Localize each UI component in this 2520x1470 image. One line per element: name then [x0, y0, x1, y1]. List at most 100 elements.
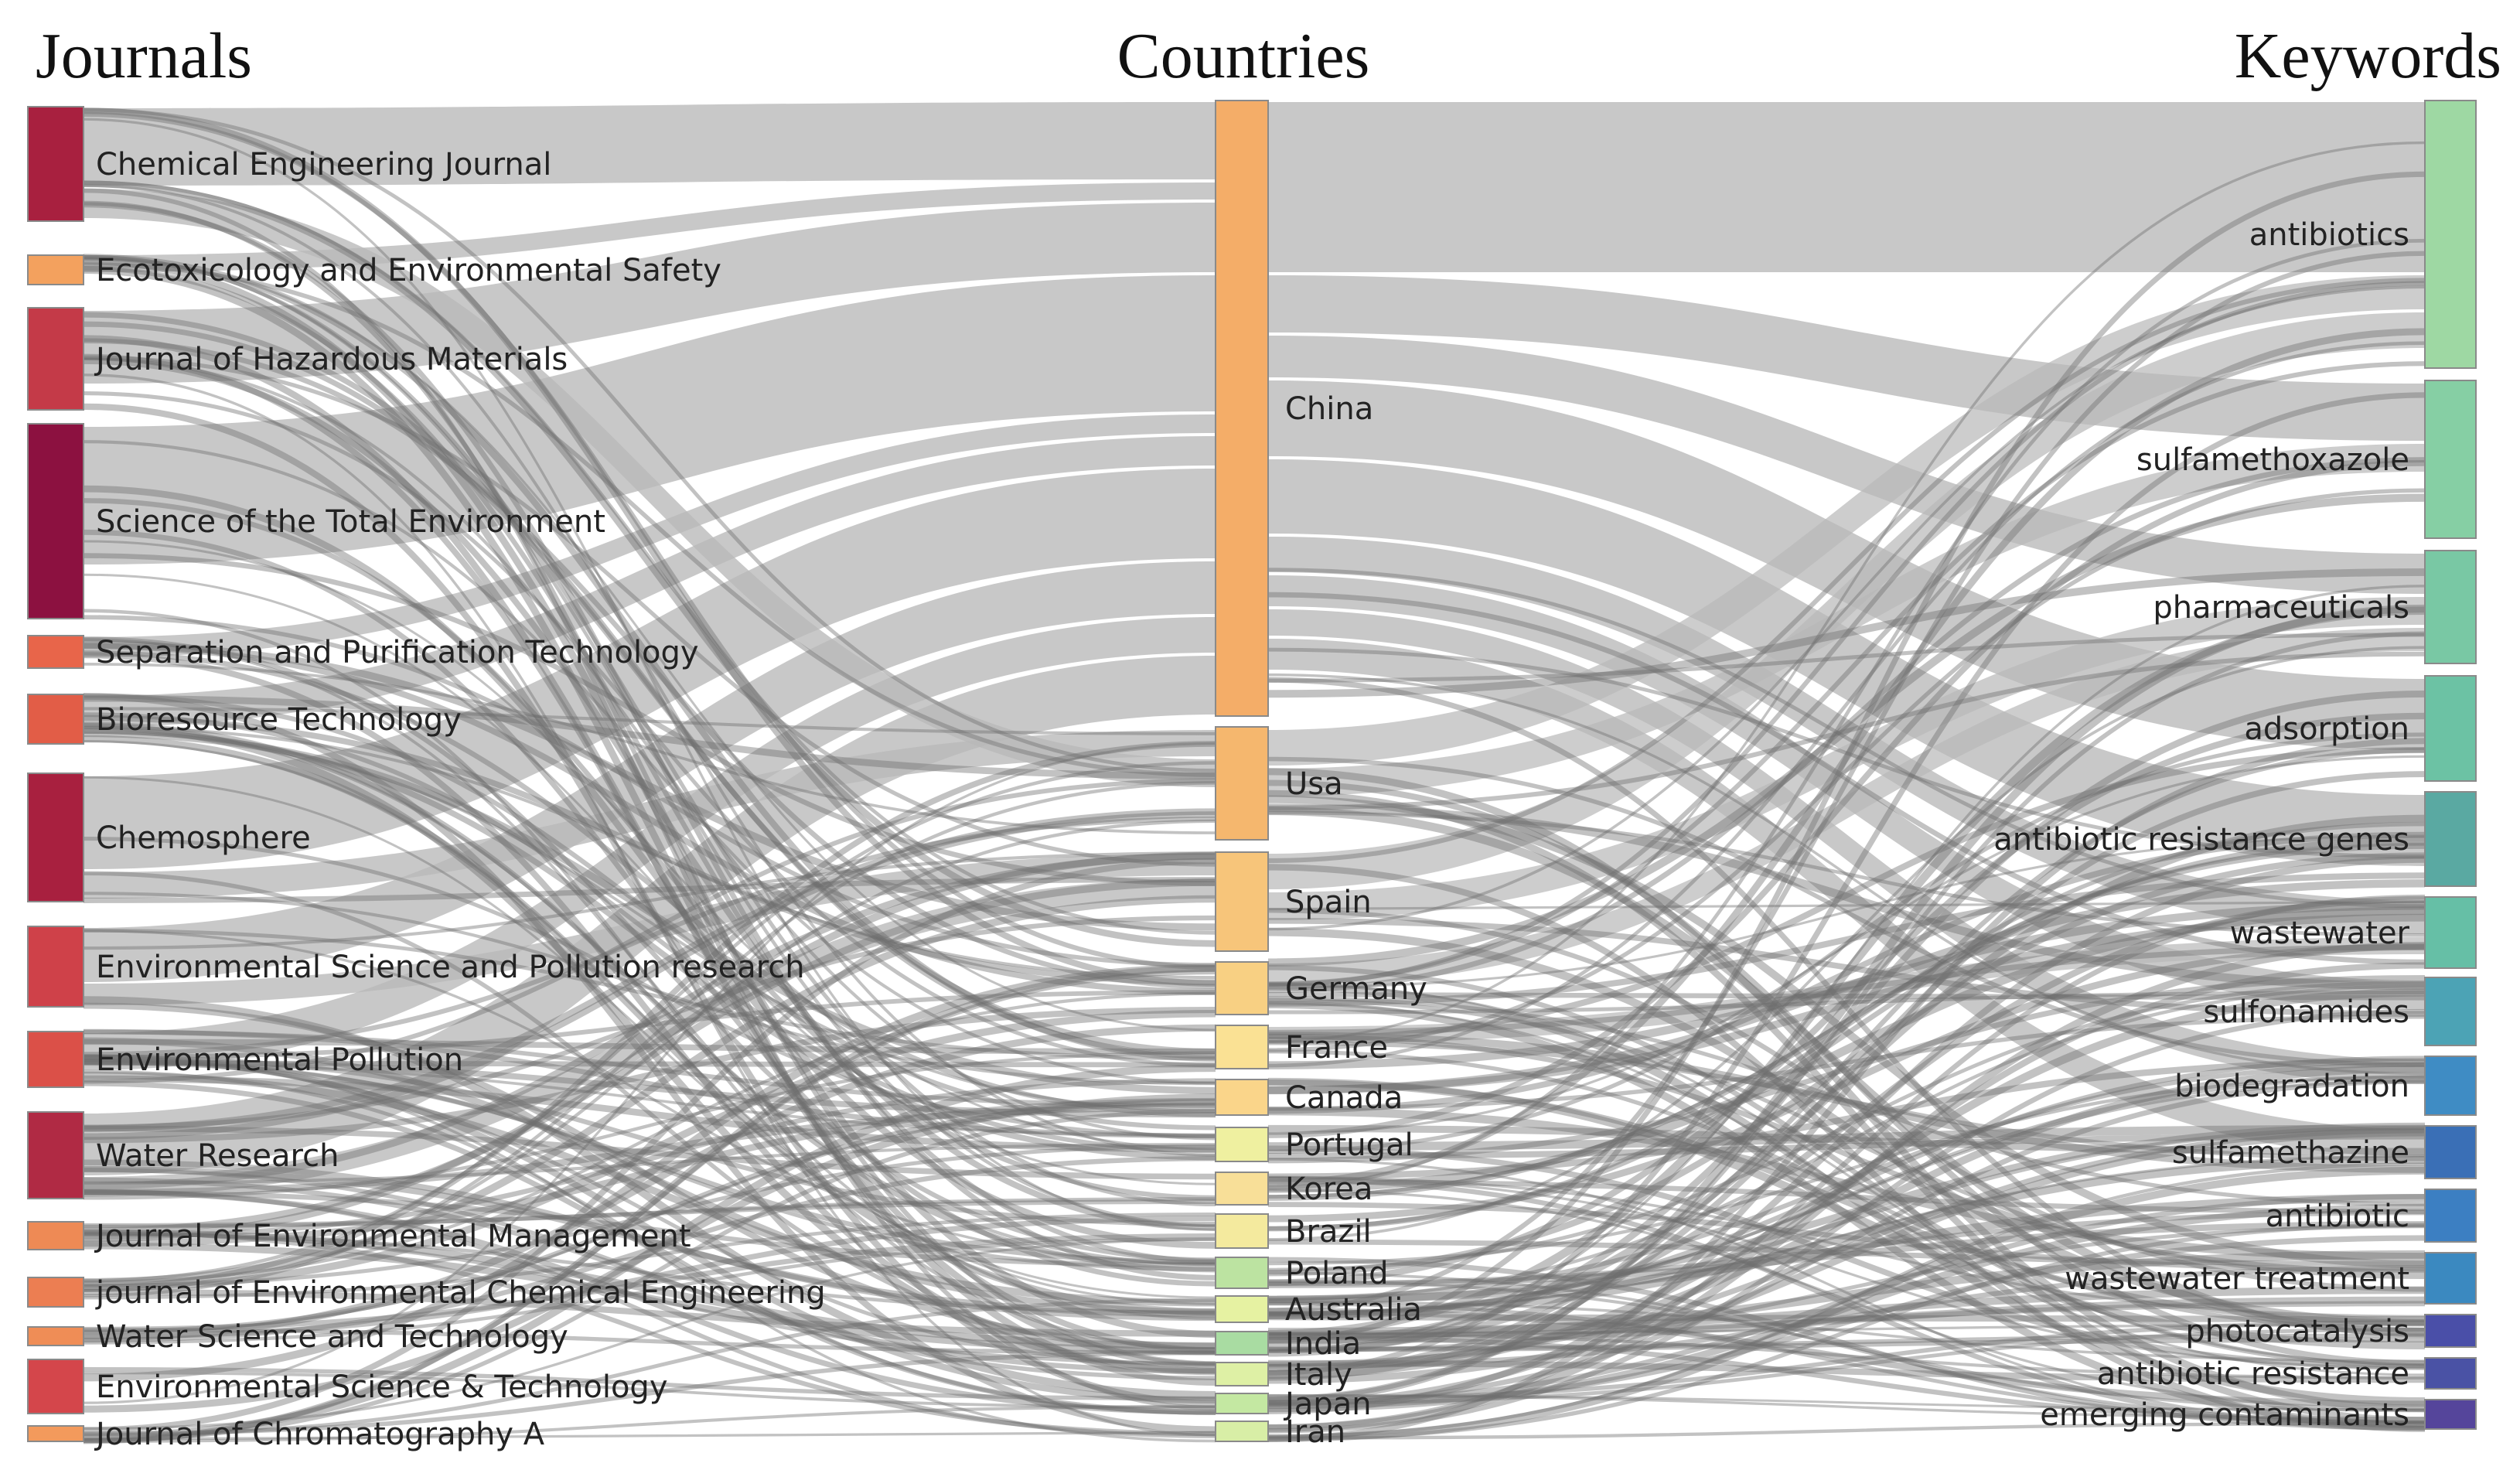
link-journal-3-china — [84, 275, 1216, 564]
thin-link-country-keyword-125 — [1267, 1394, 2426, 1420]
thin-link-country-keyword-61 — [1267, 1296, 2426, 1344]
thin-link-journal-country-46 — [83, 761, 1216, 1283]
link-espr-spain — [84, 854, 1216, 1005]
thin-link-country-keyword-82 — [1267, 1301, 2426, 1339]
thin-link-country-keyword-89 — [1267, 795, 2426, 1269]
thin-link-journal-country-125 — [83, 609, 1216, 1352]
thin-link-country-keyword-139 — [1267, 836, 2426, 1232]
thin-link-journal-country-102 — [83, 1007, 1216, 1144]
thin-link-country-keyword-107 — [1267, 1271, 2426, 1424]
node-label-bioresource-technology: Bioresource Technology — [96, 702, 462, 738]
node-label-emerging-contaminants: emerging contaminants — [2040, 1397, 2409, 1433]
thin-link-journal-country-95 — [83, 739, 1216, 1305]
thin-link-journal-country-1 — [83, 996, 1216, 1399]
thin-link-journal-country-129 — [83, 929, 1216, 1265]
link-china-keyword-0 — [1268, 102, 2425, 272]
node-bar-iran — [1215, 1421, 1269, 1442]
link-journal-6-china — [84, 469, 1216, 869]
node-label-environmental-pollution: Environmental Pollution — [96, 1042, 463, 1078]
thin-link-journal-country-97 — [83, 991, 1216, 1284]
thin-link-journal-country-25 — [83, 1054, 1216, 1403]
node-bar-chemical-engineering-journal — [27, 106, 84, 222]
thin-link-journal-country-71 — [83, 1051, 1216, 1200]
thin-link-country-keyword-13 — [1267, 691, 2426, 1357]
node-bar-water-science-and-technology — [27, 1326, 84, 1346]
node-label-environmental-science-and-pollution-research: Environmental Science and Pollution rese… — [96, 950, 805, 985]
thin-link-country-keyword-60 — [1267, 251, 2426, 1313]
thin-link-country-keyword-58 — [1267, 1158, 2426, 1427]
thin-link-country-keyword-9 — [1267, 779, 2426, 1367]
node-label-wastewater: wastewater — [2230, 916, 2410, 951]
thin-link-country-keyword-148 — [1267, 1079, 2426, 1325]
thin-link-country-keyword-106 — [1267, 1033, 2426, 1275]
thin-link-journal-country-76 — [83, 266, 1216, 1386]
thin-link-journal-country-45 — [83, 1288, 1216, 1337]
thin-link-country-keyword-78 — [1267, 732, 2426, 1155]
links-layer — [83, 102, 2426, 1444]
thin-link-journal-country-50 — [83, 1093, 1216, 1413]
thin-link-journal-country-34 — [83, 778, 1216, 1084]
thin-link-journal-country-64 — [83, 663, 1216, 834]
thin-link-country-keyword-79 — [1267, 747, 2426, 1375]
node-bar-journal-of-environmental-chemical-engineering — [27, 1277, 84, 1308]
thin-link-country-keyword-102 — [1267, 1279, 2426, 1413]
link-usa-sulfamethoxazole — [1268, 444, 2425, 796]
thin-link-country-keyword-92 — [1267, 1155, 2426, 1315]
thin-link-country-keyword-83 — [1267, 646, 2426, 1241]
node-label-sulfamethoxazole: sulfamethoxazole — [2136, 442, 2409, 478]
thin-link-country-keyword-87 — [1267, 1335, 2426, 1424]
link-journal-8-china — [84, 617, 1216, 1070]
titles-layer: Journals Countries Keywords — [36, 20, 2501, 92]
thin-link-journal-country-36 — [83, 254, 1216, 1062]
thin-link-country-keyword-131 — [1267, 1062, 2426, 1301]
node-bar-adsorption — [2424, 675, 2477, 782]
node-bar-usa — [1215, 726, 1269, 841]
thin-link-journal-country-93 — [83, 1071, 1216, 1307]
thin-link-journal-country-126 — [83, 1075, 1216, 1153]
thin-link-country-keyword-15 — [1267, 1107, 2426, 1261]
thin-link-journal-country-135 — [83, 1143, 1216, 1185]
node-bar-antibiotics — [2424, 100, 2477, 369]
node-label-italy: Italy — [1285, 1357, 1352, 1393]
thin-link-journal-country-131 — [83, 928, 1216, 1061]
node-bar-china — [1215, 100, 1269, 717]
thin-link-country-keyword-42 — [1267, 1314, 2426, 1323]
thin-link-country-keyword-138 — [1267, 918, 2426, 1017]
thin-link-country-keyword-114 — [1267, 1250, 2426, 1340]
thin-link-country-keyword-100 — [1267, 755, 2426, 1135]
node-bioresource-technology: Bioresource Technology — [27, 694, 462, 745]
node-bar-emerging-contaminants — [2424, 1399, 2477, 1430]
thin-link-journal-country-37 — [83, 816, 1216, 1057]
node-bar-antibiotic — [2424, 1189, 2477, 1243]
thin-link-journal-country-13 — [83, 258, 1216, 1339]
node-bar-australia — [1215, 1295, 1269, 1323]
thin-link-journal-country-77 — [83, 969, 1216, 1444]
thin-link-journal-country-68 — [83, 1159, 1216, 1322]
node-germany: Germany — [1215, 961, 1427, 1015]
thin-link-country-keyword-80 — [1267, 1286, 2426, 1335]
thin-link-journal-country-134 — [83, 357, 1216, 1231]
link-china-keyword-8 — [1268, 639, 2425, 1157]
thin-link-journal-country-63 — [83, 1232, 1216, 1315]
thin-link-journal-country-24 — [83, 1350, 1216, 1436]
node-label-photocatalysis: photocatalysis — [2185, 1314, 2409, 1349]
node-journal-of-environmental-management: Journal of Environmental Management — [27, 1219, 691, 1254]
node-label-poland: Poland — [1285, 1256, 1389, 1291]
thin-link-country-keyword-109 — [1267, 1125, 2426, 1317]
thin-link-country-keyword-119 — [1267, 768, 2426, 1413]
node-label-environmental-science-and-technology: Environmental Science & Technology — [96, 1369, 668, 1405]
thin-link-country-keyword-0 — [1267, 1175, 2426, 1318]
thin-link-country-keyword-123 — [1267, 1129, 2426, 1384]
thin-link-country-keyword-19 — [1267, 281, 2426, 987]
thin-link-country-keyword-16 — [1267, 790, 2426, 1424]
node-label-korea: Korea — [1285, 1172, 1373, 1207]
node-label-antibiotic-resistance-genes: antibiotic resistance genes — [1993, 822, 2409, 858]
thin-link-journal-country-59 — [83, 1080, 1216, 1415]
node-label-usa: Usa — [1285, 766, 1343, 802]
thin-link-country-keyword-122 — [1267, 1032, 2426, 1173]
thin-link-journal-country-41 — [83, 776, 1216, 1299]
thin-link-country-keyword-140 — [1267, 864, 2426, 1432]
thin-link-country-keyword-85 — [1267, 1239, 2426, 1267]
node-label-antibiotic-resistance: antibiotic resistance — [2097, 1356, 2409, 1392]
